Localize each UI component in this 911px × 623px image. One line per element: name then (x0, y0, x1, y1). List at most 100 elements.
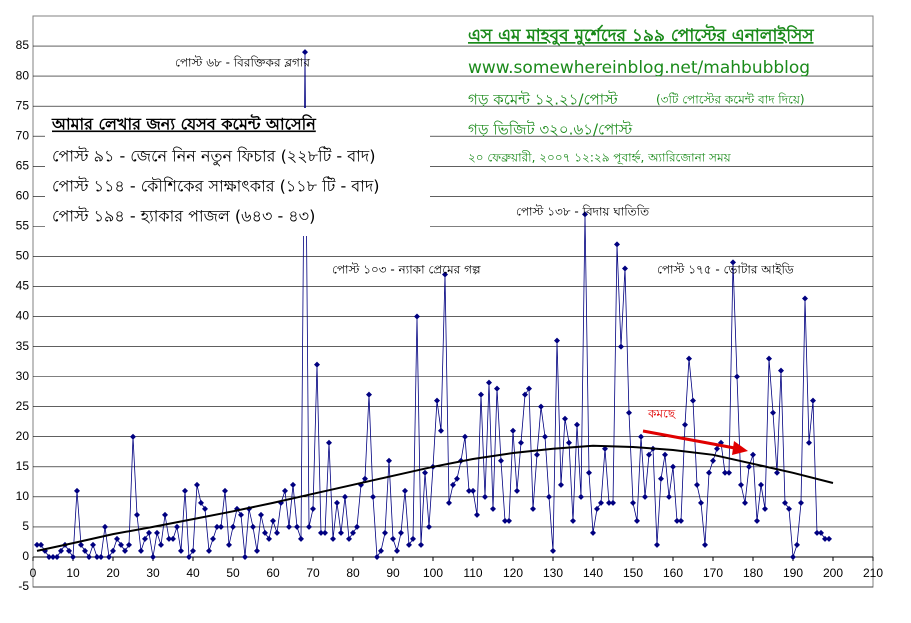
y-tick-label: 35 (16, 339, 30, 353)
marker (542, 433, 548, 440)
marker (774, 469, 780, 476)
marks (34, 49, 834, 560)
marker (778, 367, 784, 374)
marker (818, 529, 824, 536)
marker (370, 493, 376, 500)
marker (654, 541, 660, 548)
marker (610, 499, 616, 506)
marker (730, 259, 736, 266)
marker (418, 541, 424, 548)
marker (490, 505, 496, 512)
marker (270, 517, 276, 524)
marker (286, 523, 292, 530)
x-tick-label: 50 (226, 566, 240, 580)
marker (726, 469, 732, 476)
marker (702, 541, 708, 548)
x-tick-label: 140 (583, 566, 603, 580)
marker (770, 409, 776, 416)
marker (586, 469, 592, 476)
marker (506, 517, 512, 524)
x-tick-label: 0 (30, 566, 37, 580)
note-box (45, 108, 430, 236)
x-tick-label: 170 (703, 566, 723, 580)
marker (350, 529, 356, 536)
marker (306, 523, 312, 530)
marker (322, 529, 328, 536)
marker (426, 523, 432, 530)
marker (446, 499, 452, 506)
y-tick-label: 20 (16, 429, 30, 443)
marker (410, 535, 416, 542)
box-line: পোস্ট ১৯৪ - হ্যাকার পাজল (৬৪৩ - ৪৩) (52, 207, 315, 226)
trend-line (36, 444, 834, 552)
x-tick-label: 130 (543, 566, 563, 580)
marker (118, 541, 124, 548)
marker (434, 397, 440, 404)
marker (142, 535, 148, 542)
marker (598, 499, 604, 506)
marker (158, 541, 164, 548)
marker (78, 541, 84, 548)
marker (638, 433, 644, 440)
marker (630, 499, 636, 506)
x-tick-label: 70 (306, 566, 320, 580)
marker (706, 469, 712, 476)
marker (546, 493, 552, 500)
marker (494, 385, 500, 392)
marker (398, 529, 404, 536)
marker (758, 481, 764, 488)
avg-comment-note: (৩টি পোস্টের কমেন্ট বাদ দিয়ে) (656, 93, 805, 107)
marker (102, 523, 108, 530)
marker (198, 499, 204, 506)
marker (362, 475, 368, 482)
marker (694, 481, 700, 488)
marker (534, 451, 540, 458)
box-line: পোস্ট ৯১ - জেনে নিন নতুন ফিচার (২২৮টি - … (52, 147, 375, 167)
marker (298, 535, 304, 542)
marker (574, 421, 580, 428)
marker (510, 427, 516, 434)
marker (250, 523, 256, 530)
marker (70, 553, 76, 560)
x-tick-label: 90 (386, 566, 400, 580)
marker (742, 499, 748, 506)
marker (806, 439, 812, 446)
x-tick-label: 160 (663, 566, 683, 580)
marker (66, 547, 72, 554)
marker (794, 541, 800, 548)
trend-arrow-head (732, 441, 748, 455)
marker (386, 457, 392, 464)
marker (670, 463, 676, 470)
marker (782, 499, 788, 506)
marker (690, 397, 696, 404)
y-tick-label: 5 (22, 519, 29, 533)
marker (378, 547, 384, 554)
marker (738, 481, 744, 488)
marker (686, 355, 692, 362)
marker (558, 481, 564, 488)
marker (722, 469, 728, 476)
x-tick-label: 180 (743, 566, 763, 580)
marker (86, 553, 92, 560)
y-tick-label: 0 (22, 549, 29, 563)
marker (614, 241, 620, 248)
x-tick-label: 210 (863, 566, 883, 580)
marker (182, 487, 188, 494)
marker (366, 391, 372, 398)
marker (810, 397, 816, 404)
marker (134, 511, 140, 518)
marker (606, 499, 612, 506)
marker (54, 553, 60, 560)
avg-comment: গড় কমেন্ট ১২.২১/পোস্ট (468, 91, 618, 109)
marker (570, 517, 576, 524)
marker (754, 517, 760, 524)
url: www.somewhereinblog.net/mahbubblog (468, 58, 810, 78)
x-tick-label: 30 (146, 566, 160, 580)
trend-note: কমছে (647, 407, 676, 421)
marker (338, 529, 344, 536)
marker (822, 535, 828, 542)
marker (526, 385, 532, 392)
box-line: পোস্ট ১১৪ - কৌশিকের সাক্ষাৎকার (১১৮ টি -… (52, 177, 380, 196)
